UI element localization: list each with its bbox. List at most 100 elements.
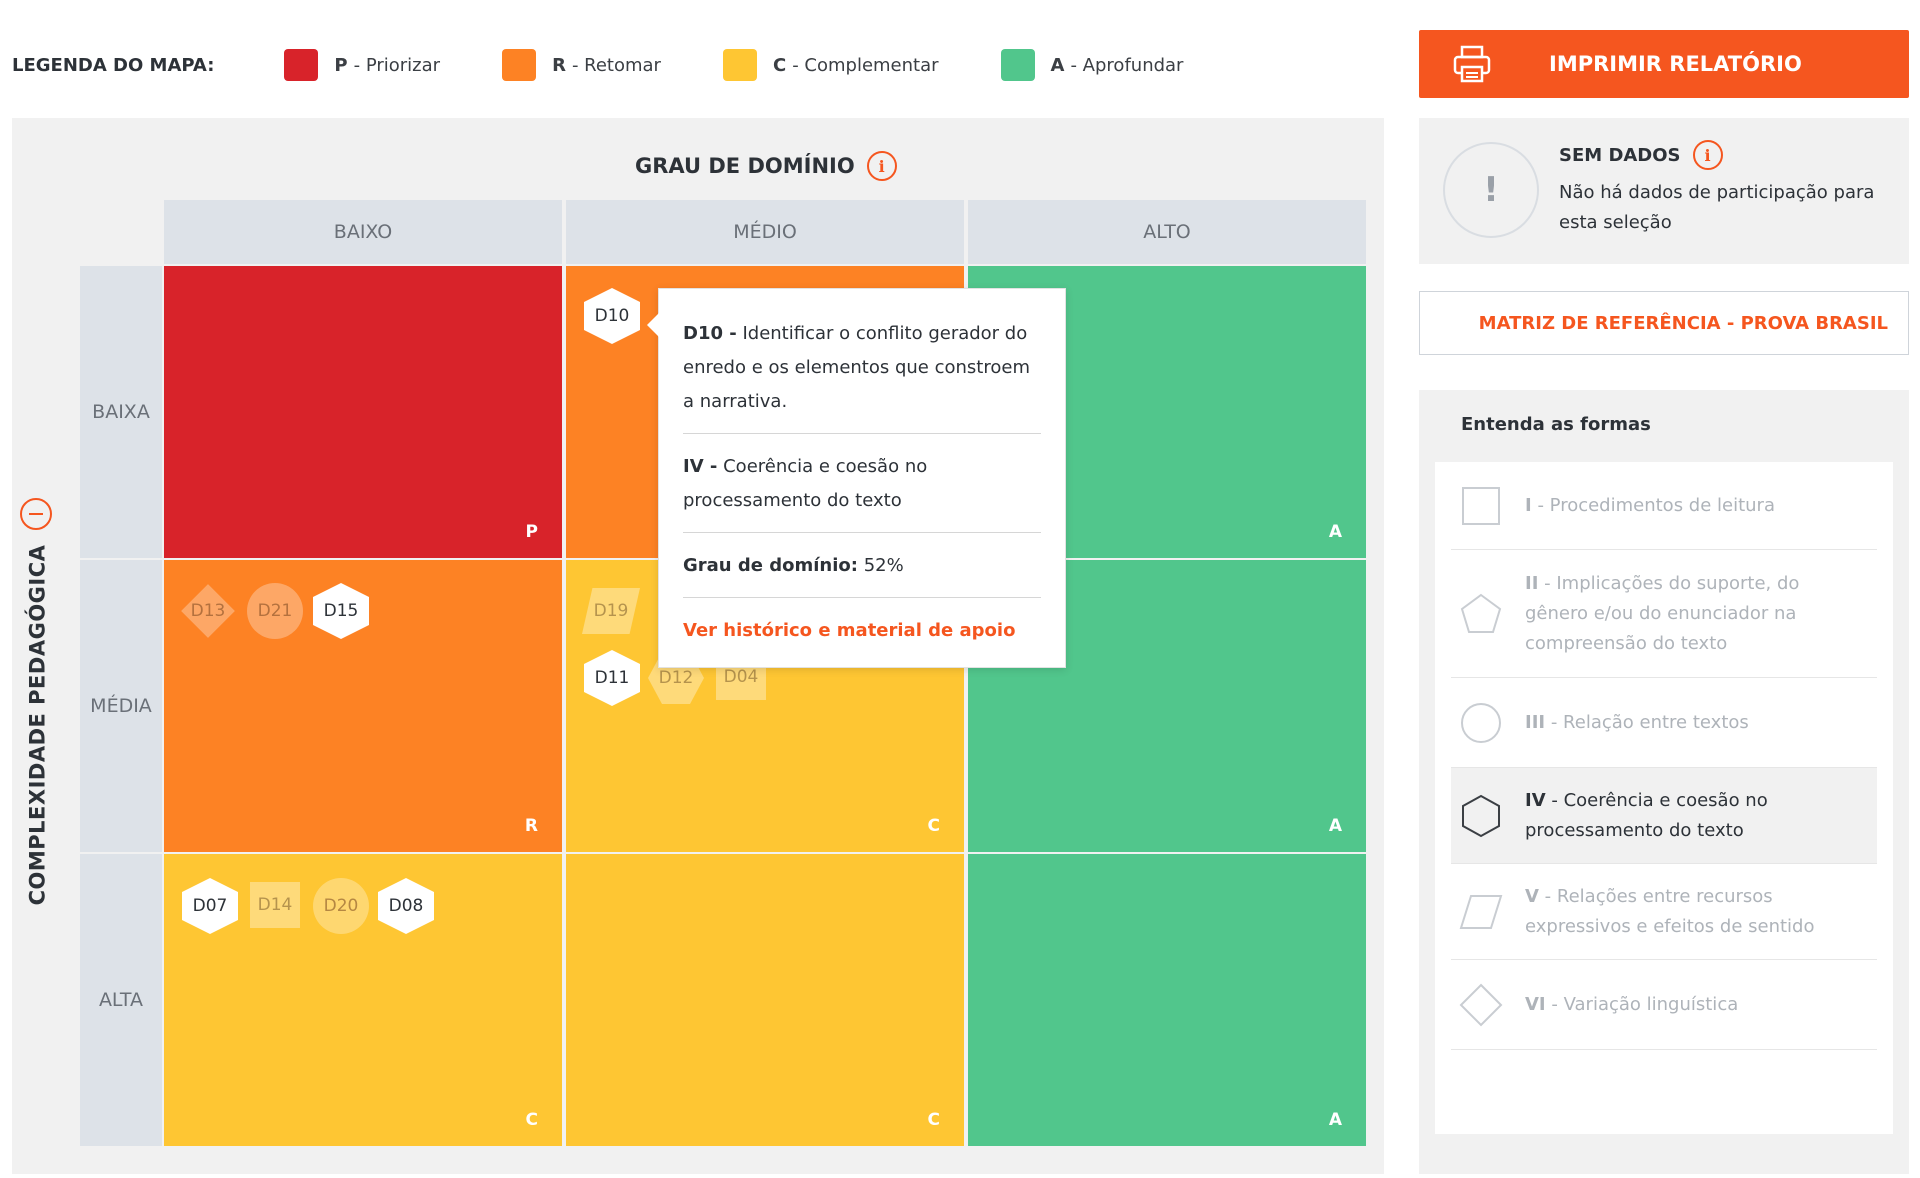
tooltip-descriptor-text: Identificar o conflito gerador do enredo… — [683, 323, 1030, 412]
grau-dominio-title: GRAU DE DOMÍNIO i — [635, 148, 897, 184]
y-axis-title: COMPLEXIDADE PEDAGÓGICA — [25, 544, 49, 906]
shape-item-vi[interactable]: VI - Variação linguística — [1451, 960, 1877, 1050]
column-header-baixo: BAIXO — [164, 200, 562, 264]
matriz-referencia-label: MATRIZ DE REFERÊNCIA - PROVA BRASIL — [1478, 312, 1888, 334]
print-report-button[interactable]: IMPRIMIR RELATÓRIO — [1419, 30, 1909, 98]
cell-code: A — [1328, 522, 1342, 542]
shape-code: III — [1525, 711, 1546, 733]
shape-label: - Relações entre recursos expressivos e … — [1525, 885, 1815, 937]
shape-code: II — [1525, 572, 1539, 594]
shape-item-text: II - Implicações do suporte, do gênero e… — [1525, 569, 1865, 659]
shape-label: - Coerência e coesão no processamento do… — [1525, 789, 1768, 841]
info-icon[interactable]: i — [866, 151, 897, 181]
legend-letter: R — [552, 54, 566, 76]
cell-alta-alto: A — [968, 854, 1366, 1146]
no-data-title-row: SEM DADOS i — [1559, 140, 1723, 170]
legend-letter: P — [334, 54, 348, 76]
no-data-title: SEM DADOS — [1559, 144, 1681, 166]
token-label: D13 — [190, 601, 226, 621]
cell-code: C — [927, 816, 940, 836]
shape-item-text: I - Procedimentos de leitura — [1525, 491, 1865, 521]
legend-item-retomar: R - Retomar — [502, 49, 661, 81]
tooltip-descriptor-code: D10 - — [683, 323, 737, 344]
printer-icon — [1453, 45, 1491, 83]
tooltip-divider — [683, 433, 1041, 434]
legend-swatch-yellow — [722, 49, 757, 81]
cell-code: A — [1328, 1110, 1342, 1130]
legend-item-aprofundar: A - Aprofundar — [1000, 49, 1184, 81]
row-header-media: MÉDIA — [80, 560, 162, 852]
matriz-referencia-button[interactable]: MATRIZ DE REFERÊNCIA - PROVA BRASIL — [1419, 291, 1909, 355]
shape-item-text: V - Relações entre recursos expressivos … — [1525, 882, 1865, 942]
square-shape-icon — [1462, 486, 1500, 525]
legend-item-priorizar: P - Priorizar — [284, 49, 440, 81]
diamond-shape-icon — [1459, 983, 1503, 1026]
tooltip-divider — [683, 532, 1041, 533]
shape-item-text: IV - Coerência e coesão no processamento… — [1525, 786, 1865, 846]
descriptor-token-d21[interactable]: D21 — [247, 583, 303, 639]
legend-swatch-green — [1000, 49, 1035, 81]
info-icon[interactable]: i — [1692, 140, 1723, 170]
shape-item-v[interactable]: V - Relações entre recursos expressivos … — [1451, 864, 1877, 960]
circle-shape-icon — [1461, 702, 1501, 743]
parallelogram-shape-icon — [1459, 894, 1503, 929]
shape-code: IV — [1525, 789, 1546, 811]
descriptor-token-d19[interactable]: D19 — [582, 588, 640, 634]
collapse-icon[interactable] — [20, 498, 52, 530]
tooltip-topic-text: Coerência e coesão no processamento do t… — [683, 456, 928, 511]
cell-code: P — [525, 522, 538, 542]
shape-item-i[interactable]: I - Procedimentos de leitura — [1451, 462, 1877, 550]
column-header-alto: ALTO — [968, 200, 1366, 264]
pentagon-shape-icon — [1460, 593, 1502, 633]
y-axis-title-wrap: COMPLEXIDADE PEDAGÓGICA — [20, 545, 54, 906]
tooltip-history-link[interactable]: Ver histórico e material de apoio — [683, 620, 1016, 641]
shape-item-ii[interactable]: II - Implicações do suporte, do gênero e… — [1451, 550, 1877, 678]
cell-code: R — [524, 816, 538, 836]
shape-label: - Implicações do suporte, do gênero e/ou… — [1525, 572, 1800, 654]
legend-swatch-red — [284, 49, 319, 81]
row-header-baixa: BAIXA — [80, 266, 162, 558]
legend-letter: A — [1050, 54, 1065, 76]
shape-label: - Variação linguística — [1551, 993, 1739, 1015]
tooltip-divider — [683, 597, 1041, 598]
shape-label: - Relação entre textos — [1550, 711, 1749, 733]
legend-letter: C — [772, 54, 787, 76]
legend-label: - Aprofundar — [1070, 54, 1184, 76]
descriptor-token-d10[interactable]: D10 — [584, 288, 640, 344]
shape-item-text: VI - Variação linguística — [1525, 990, 1865, 1020]
legend-swatch-orange — [502, 49, 537, 81]
shape-code: I — [1525, 494, 1532, 516]
shape-item-iv[interactable]: IV - Coerência e coesão no processamento… — [1451, 768, 1877, 864]
row-header-alta: ALTA — [80, 854, 162, 1146]
descriptor-token-d14[interactable]: D14 — [250, 882, 300, 928]
cell-code: C — [927, 1110, 940, 1130]
tooltip-topic-code: IV - — [683, 456, 718, 477]
shape-item-iii[interactable]: III - Relação entre textos — [1451, 678, 1877, 768]
descriptor-token-d20[interactable]: D20 — [313, 878, 369, 934]
no-data-panel: ! SEM DADOS i Não há dados de participaç… — [1419, 118, 1909, 264]
descriptor-tooltip: D10 - Identificar o conflito gerador do … — [647, 288, 1066, 668]
tooltip-topic: IV - Coerência e coesão no processamento… — [683, 450, 1041, 518]
hexagon-shape-icon — [1462, 794, 1500, 837]
cell-alta-medio: C — [566, 854, 964, 1146]
cell-code: C — [525, 1110, 538, 1130]
tooltip-grau: Grau de domínio: 52% — [683, 549, 1041, 583]
cell-code: A — [1328, 816, 1342, 836]
legend-label: - Priorizar — [353, 54, 441, 76]
no-data-text: Não há dados de participação para esta s… — [1559, 182, 1875, 233]
tooltip-descriptor: D10 - Identificar o conflito gerador do … — [683, 317, 1041, 419]
descriptor-token-d13[interactable]: D13 — [180, 583, 236, 639]
map-legend: LEGENDA DO MAPA: P - Priorizar R - Retom… — [12, 46, 1245, 84]
shapes-legend-panel: Entenda as formas I - Procedimentos de l… — [1419, 390, 1909, 1174]
print-report-label: IMPRIMIR RELATÓRIO — [1549, 52, 1802, 76]
tooltip-grau-value: 52% — [863, 555, 904, 576]
shapes-legend-list: I - Procedimentos de leitura II - Implic… — [1435, 462, 1893, 1134]
legend-title: LEGENDA DO MAPA: — [12, 54, 215, 76]
cell-baixa-baixo: P — [164, 266, 562, 558]
tooltip-grau-label: Grau de domínio: — [683, 555, 858, 576]
shape-label: - Procedimentos de leitura — [1537, 494, 1775, 516]
shape-code: V — [1525, 885, 1539, 907]
shapes-legend-title: Entenda as formas — [1461, 414, 1651, 435]
x-axis-title: GRAU DE DOMÍNIO — [635, 154, 855, 178]
legend-label: - Complementar — [792, 54, 939, 76]
